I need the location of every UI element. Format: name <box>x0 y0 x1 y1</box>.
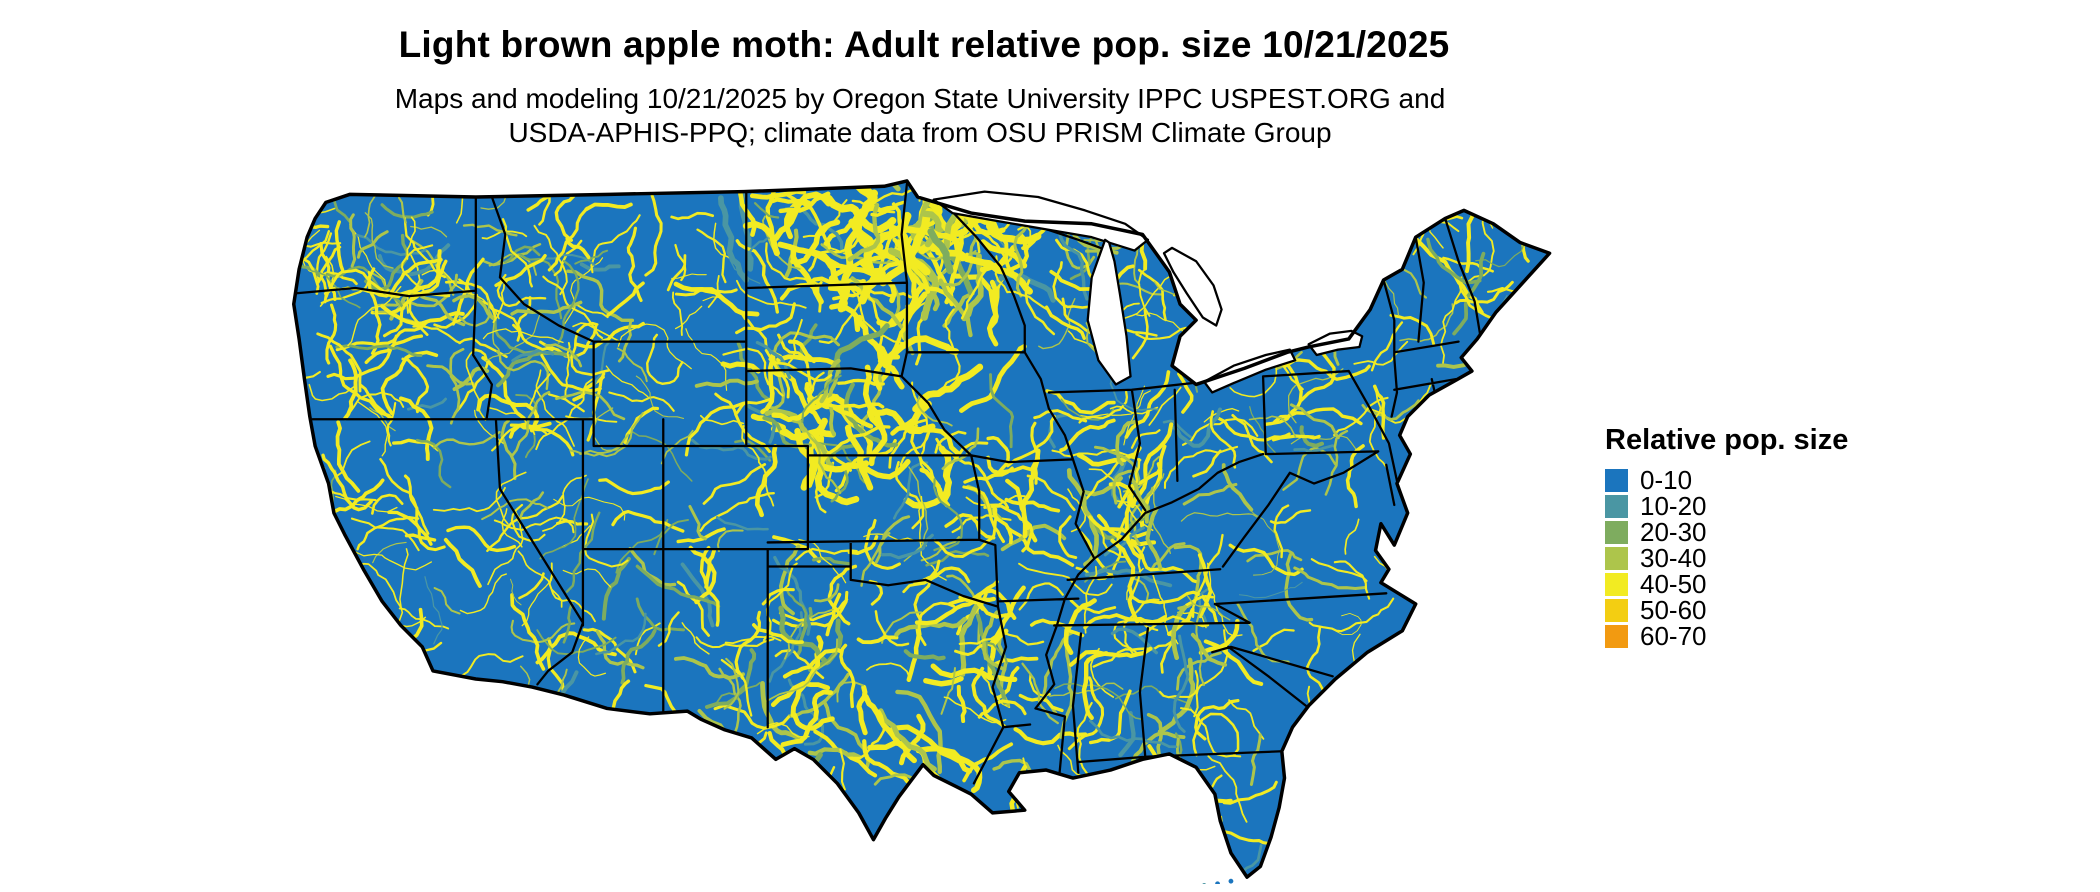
legend-swatch <box>1605 495 1628 518</box>
legend-swatch <box>1605 599 1628 622</box>
legend-item: 50-60 <box>1605 595 1925 625</box>
subtitle-line-2: USDA-APHIS-PPQ; climate data from OSU PR… <box>508 117 1332 148</box>
legend-swatch <box>1605 625 1628 648</box>
florida-keys <box>1202 878 1234 884</box>
us-map-container <box>275 154 1567 884</box>
map-subtitle: Maps and modeling 10/21/2025 by Oregon S… <box>0 82 1840 150</box>
subtitle-line-1: Maps and modeling 10/21/2025 by Oregon S… <box>394 83 1446 114</box>
map-clipped-content <box>293 180 1550 878</box>
legend-label: 0-10 <box>1640 465 1693 495</box>
lake-erie-lake <box>1203 348 1297 394</box>
legend-title: Relative pop. size <box>1605 424 1849 456</box>
legend-item: 10-20 <box>1605 491 1925 521</box>
state-borders <box>293 182 1482 785</box>
legend-items: 0-10 10-20 20-30 30-40 40-50 50-60 60-70 <box>1605 465 1925 651</box>
legend-swatch <box>1605 469 1628 492</box>
us-outline <box>292 179 1552 879</box>
legend-item: 60-70 <box>1605 621 1925 651</box>
legend-item: 40-50 <box>1605 569 1925 599</box>
legend-item: 30-40 <box>1605 543 1925 573</box>
legend-label: 30-40 <box>1640 543 1707 573</box>
us-map <box>292 179 1552 884</box>
legend-label: 60-70 <box>1640 621 1707 651</box>
legend-item: 0-10 <box>1605 465 1925 495</box>
lake-michigan-lake <box>1086 238 1132 386</box>
legend-label: 20-30 <box>1640 517 1707 547</box>
legend-swatch <box>1605 521 1628 544</box>
legend: Relative pop. size 0-10 10-20 20-30 30-40 40… <box>1605 424 1925 651</box>
map-title: Light brown apple moth: Adult relative p… <box>398 24 1450 65</box>
legend-item: 20-30 <box>1605 517 1925 547</box>
legend-label: 50-60 <box>1640 595 1707 625</box>
legend-swatch <box>1605 573 1628 596</box>
lake-huron-lake <box>1162 246 1223 327</box>
legend-swatch <box>1605 547 1628 570</box>
legend-label: 40-50 <box>1640 569 1707 599</box>
legend-label: 10-20 <box>1640 491 1707 521</box>
